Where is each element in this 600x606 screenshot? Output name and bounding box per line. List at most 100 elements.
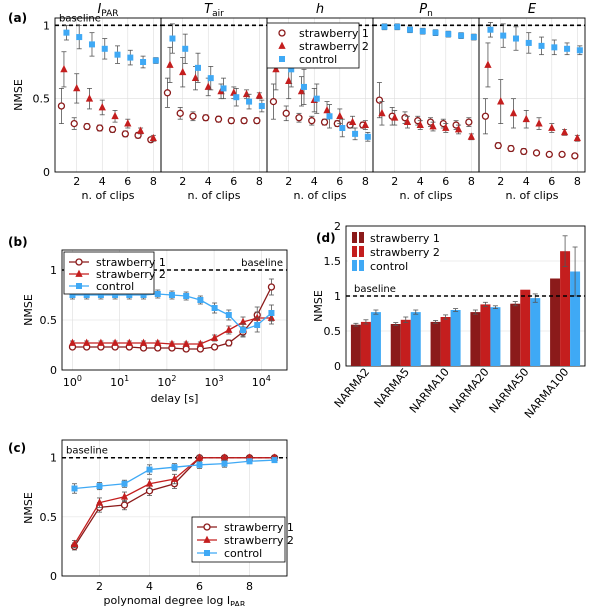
data-point bbox=[573, 133, 581, 142]
y-tick-label-d-0: 0 bbox=[334, 360, 341, 373]
data-point bbox=[520, 147, 528, 156]
series-strawberry-1 bbox=[375, 82, 473, 130]
x-axis-label-i-par: n. of clips bbox=[82, 189, 135, 202]
x-tick-label-i-par-1: 4 bbox=[99, 175, 106, 188]
data-point bbox=[202, 114, 210, 122]
panel-a: (a) NMSE 0 0.5 1 IPAR 2 4 6 8 n. of clips Tair 2 4 6 8 n… bbox=[8, 2, 586, 202]
data-point bbox=[194, 64, 201, 71]
legend-entry-control: control bbox=[197, 547, 262, 560]
legend-marker-control bbox=[204, 550, 210, 556]
data-point bbox=[210, 333, 219, 341]
legend-entry-control: control bbox=[69, 280, 134, 293]
legend-swatch-strawberry-1 bbox=[352, 232, 357, 243]
data-point bbox=[429, 122, 437, 130]
data-point bbox=[268, 310, 275, 316]
error-bar bbox=[472, 309, 478, 315]
data-point bbox=[467, 132, 475, 140]
baseline-label-c: baseline bbox=[66, 446, 108, 457]
data-point bbox=[166, 60, 174, 68]
baseline-label-d: baseline bbox=[354, 284, 396, 295]
data-point bbox=[403, 117, 412, 126]
subplot-title-e: E bbox=[528, 2, 537, 17]
y-tick-label-b-0: 0 bbox=[50, 364, 57, 377]
x-tick-label-c-3: 8 bbox=[246, 580, 253, 593]
data-point bbox=[545, 150, 553, 159]
data-point bbox=[96, 124, 104, 132]
data-point bbox=[221, 460, 228, 467]
y-axis-label-c: NMSE bbox=[22, 492, 35, 524]
data-point bbox=[204, 82, 212, 90]
bar-strawberry-2 bbox=[440, 317, 451, 366]
panel-label-d: (d) bbox=[316, 231, 336, 245]
legend-label-strawberry-1: strawberry 1 bbox=[370, 232, 440, 245]
data-point bbox=[378, 108, 386, 117]
data-point bbox=[139, 338, 148, 346]
data-point bbox=[432, 29, 439, 36]
data-point bbox=[101, 45, 108, 52]
bar-strawberry-2 bbox=[560, 251, 571, 366]
data-point bbox=[70, 539, 79, 547]
legend-swatch-control bbox=[352, 260, 357, 271]
x-tick-label-h-0: 2 bbox=[285, 175, 292, 188]
data-point bbox=[416, 120, 424, 128]
data-point bbox=[500, 32, 507, 39]
legend-entry-strawberry-2: strawberry 2 bbox=[278, 40, 369, 53]
subplot-title-i-par: IPAR bbox=[97, 2, 118, 19]
data-point bbox=[127, 54, 134, 61]
error-bar bbox=[443, 314, 449, 320]
data-point bbox=[470, 34, 477, 41]
y-tick-label-c-1: 0.5 bbox=[40, 511, 58, 524]
x-axis-label-b: delay [s] bbox=[151, 392, 199, 405]
subplot-title-p-n: Pn bbox=[419, 2, 433, 19]
bar-control bbox=[570, 271, 581, 366]
data-point bbox=[83, 122, 91, 131]
legend-label-control: control bbox=[96, 280, 134, 293]
bar-control bbox=[370, 312, 381, 366]
data-point bbox=[242, 89, 251, 98]
y-tick-label-d-4: 2 bbox=[334, 220, 341, 233]
panel-b: (b) 0 0.5 1 100 101 102 103 104 delay [s] NMSE base… bbox=[8, 235, 288, 405]
panel-label-a: (a) bbox=[8, 11, 27, 25]
data-point bbox=[97, 292, 104, 298]
data-point bbox=[560, 128, 569, 136]
data-point bbox=[108, 125, 117, 134]
data-point bbox=[191, 73, 200, 82]
error-bar bbox=[403, 316, 409, 324]
y-tick-label-a-1: 0.5 bbox=[33, 93, 51, 106]
series-strawberry-2 bbox=[484, 42, 581, 142]
series-control bbox=[487, 21, 583, 56]
data-point bbox=[255, 91, 263, 99]
data-point bbox=[285, 76, 293, 84]
x-tick-label-p-n-3: 8 bbox=[468, 175, 475, 188]
subplot-p-n: Pn 2 4 6 8 n. of clips bbox=[372, 2, 480, 202]
data-point bbox=[487, 26, 494, 33]
y-tick-label-a-0: 0 bbox=[43, 166, 50, 179]
data-point bbox=[240, 117, 248, 125]
data-point bbox=[179, 67, 187, 76]
data-point bbox=[254, 322, 261, 328]
data-point bbox=[154, 291, 161, 297]
data-point bbox=[288, 66, 295, 73]
x-tick-label-d-narma5: NARMA5 bbox=[372, 366, 412, 411]
data-point bbox=[454, 125, 463, 133]
data-point bbox=[240, 327, 247, 333]
data-point bbox=[512, 35, 519, 42]
bar-control bbox=[490, 307, 501, 366]
legend-entry-strawberry-1: strawberry 1 bbox=[69, 256, 166, 269]
x-tick-label-b-2: 102 bbox=[157, 374, 176, 389]
subplot-t-air: Tair 2 4 6 8 n. of clips bbox=[160, 2, 268, 202]
subplot-e: E 2 4 6 8 n. of clips bbox=[478, 2, 586, 202]
data-point bbox=[182, 339, 190, 347]
error-bar bbox=[453, 308, 459, 312]
data-point bbox=[571, 152, 579, 160]
legend-label-strawberry-1: strawberry 1 bbox=[224, 521, 294, 534]
x-tick-label-p-n-0: 2 bbox=[391, 175, 398, 188]
bar-control bbox=[450, 310, 461, 366]
data-point bbox=[445, 31, 452, 38]
data-point bbox=[210, 343, 219, 351]
x-tick-label-t-air-3: 8 bbox=[256, 175, 263, 188]
data-point bbox=[282, 109, 290, 117]
data-point bbox=[297, 86, 306, 95]
